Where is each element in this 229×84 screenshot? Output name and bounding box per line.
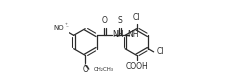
Text: CH₂CH₃: CH₂CH₃ [93, 67, 114, 72]
Text: Cl: Cl [156, 47, 163, 56]
Text: O: O [102, 16, 107, 25]
Text: ⁻: ⁻ [65, 26, 68, 31]
Text: NH: NH [126, 30, 138, 39]
Text: NH: NH [112, 30, 123, 39]
Text: ⁺: ⁺ [64, 23, 67, 28]
Text: S: S [117, 16, 122, 25]
Text: NO: NO [53, 25, 63, 31]
Text: COOH: COOH [125, 62, 147, 71]
Text: Cl: Cl [132, 13, 140, 22]
Text: O: O [82, 65, 88, 74]
